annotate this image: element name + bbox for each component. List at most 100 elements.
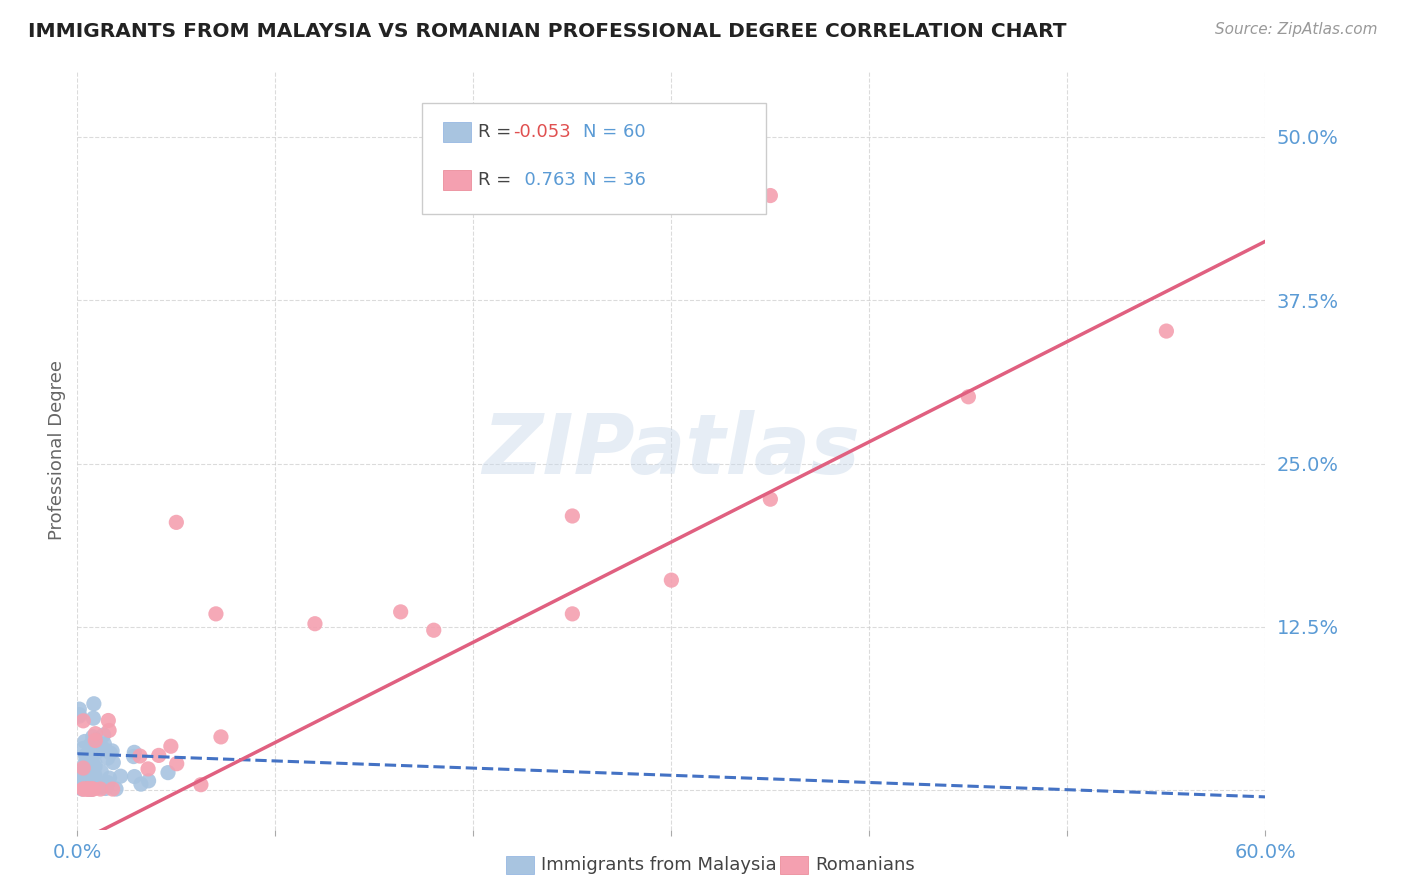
- Point: [105, 782, 128, 797]
- Text: Immigrants from Malaysia: Immigrants from Malaysia: [541, 856, 778, 874]
- Point: [661, 573, 683, 587]
- Point: [83, 767, 105, 781]
- Point: [1156, 324, 1178, 338]
- Point: [67, 709, 90, 723]
- Point: [84, 768, 107, 782]
- Point: [69, 764, 91, 779]
- Point: [759, 188, 782, 202]
- Point: [89, 782, 111, 797]
- Point: [91, 741, 114, 756]
- Point: [79, 782, 101, 797]
- Point: [83, 697, 105, 711]
- Point: [80, 782, 103, 797]
- Point: [73, 756, 96, 770]
- Point: [67, 702, 90, 716]
- Point: [156, 765, 179, 780]
- Point: [72, 714, 94, 728]
- Point: [166, 756, 188, 771]
- Point: [122, 749, 145, 764]
- Point: [70, 782, 93, 797]
- Point: [160, 739, 183, 754]
- Point: [76, 772, 98, 787]
- Point: [82, 782, 104, 797]
- Point: [136, 762, 159, 776]
- Point: [96, 751, 118, 765]
- Point: [423, 624, 446, 638]
- Point: [77, 774, 100, 789]
- Point: [103, 756, 125, 770]
- Point: [79, 768, 101, 782]
- Point: [75, 748, 97, 763]
- Point: [138, 773, 160, 788]
- Point: [67, 774, 90, 789]
- Point: [80, 773, 103, 788]
- Point: [82, 755, 104, 769]
- Point: [72, 780, 94, 794]
- Point: [190, 778, 212, 792]
- Text: N = 60: N = 60: [583, 123, 647, 141]
- Point: [84, 746, 107, 760]
- Point: [77, 775, 100, 789]
- Point: [84, 777, 107, 791]
- Text: R =: R =: [478, 171, 517, 189]
- Point: [75, 751, 97, 765]
- Point: [124, 770, 146, 784]
- Text: Romanians: Romanians: [815, 856, 915, 874]
- Y-axis label: Professional Degree: Professional Degree: [48, 360, 66, 541]
- Point: [80, 782, 103, 797]
- Point: [75, 782, 97, 797]
- Point: [86, 780, 108, 795]
- Point: [165, 516, 187, 530]
- Point: [69, 780, 91, 794]
- Point: [84, 733, 107, 747]
- Point: [97, 714, 120, 728]
- Point: [209, 730, 232, 744]
- Point: [72, 782, 94, 797]
- Point: [129, 749, 152, 764]
- Point: [67, 767, 90, 781]
- Point: [84, 727, 107, 741]
- Text: N = 36: N = 36: [583, 171, 647, 189]
- Point: [72, 761, 94, 775]
- Point: [80, 760, 103, 774]
- Point: [76, 782, 98, 797]
- Point: [93, 737, 115, 751]
- Point: [77, 769, 100, 783]
- Point: [84, 756, 107, 771]
- Point: [77, 782, 100, 797]
- Text: 0.763: 0.763: [513, 171, 576, 189]
- Point: [77, 782, 100, 797]
- Point: [94, 781, 117, 796]
- Text: Source: ZipAtlas.com: Source: ZipAtlas.com: [1215, 22, 1378, 37]
- Point: [110, 769, 132, 783]
- Point: [389, 605, 412, 619]
- Point: [82, 730, 104, 744]
- Point: [97, 775, 120, 789]
- Point: [82, 711, 104, 725]
- Point: [67, 707, 90, 722]
- Point: [79, 739, 101, 753]
- Point: [304, 616, 326, 631]
- Point: [84, 760, 107, 774]
- Point: [101, 782, 124, 797]
- Point: [77, 782, 100, 797]
- Point: [93, 728, 115, 742]
- Point: [79, 738, 101, 752]
- Point: [73, 734, 96, 748]
- Point: [98, 771, 121, 785]
- Text: IMMIGRANTS FROM MALAYSIA VS ROMANIAN PROFESSIONAL DEGREE CORRELATION CHART: IMMIGRANTS FROM MALAYSIA VS ROMANIAN PRO…: [28, 22, 1067, 41]
- Text: R =: R =: [478, 123, 517, 141]
- Point: [82, 782, 104, 797]
- Point: [89, 780, 111, 794]
- Point: [98, 723, 121, 738]
- Point: [101, 744, 124, 758]
- Point: [72, 768, 94, 782]
- Point: [129, 777, 152, 791]
- Point: [98, 746, 121, 760]
- Point: [72, 741, 94, 756]
- Point: [90, 764, 112, 779]
- Point: [96, 778, 118, 792]
- Point: [561, 607, 583, 621]
- Text: -0.053: -0.053: [513, 123, 571, 141]
- Point: [72, 782, 94, 797]
